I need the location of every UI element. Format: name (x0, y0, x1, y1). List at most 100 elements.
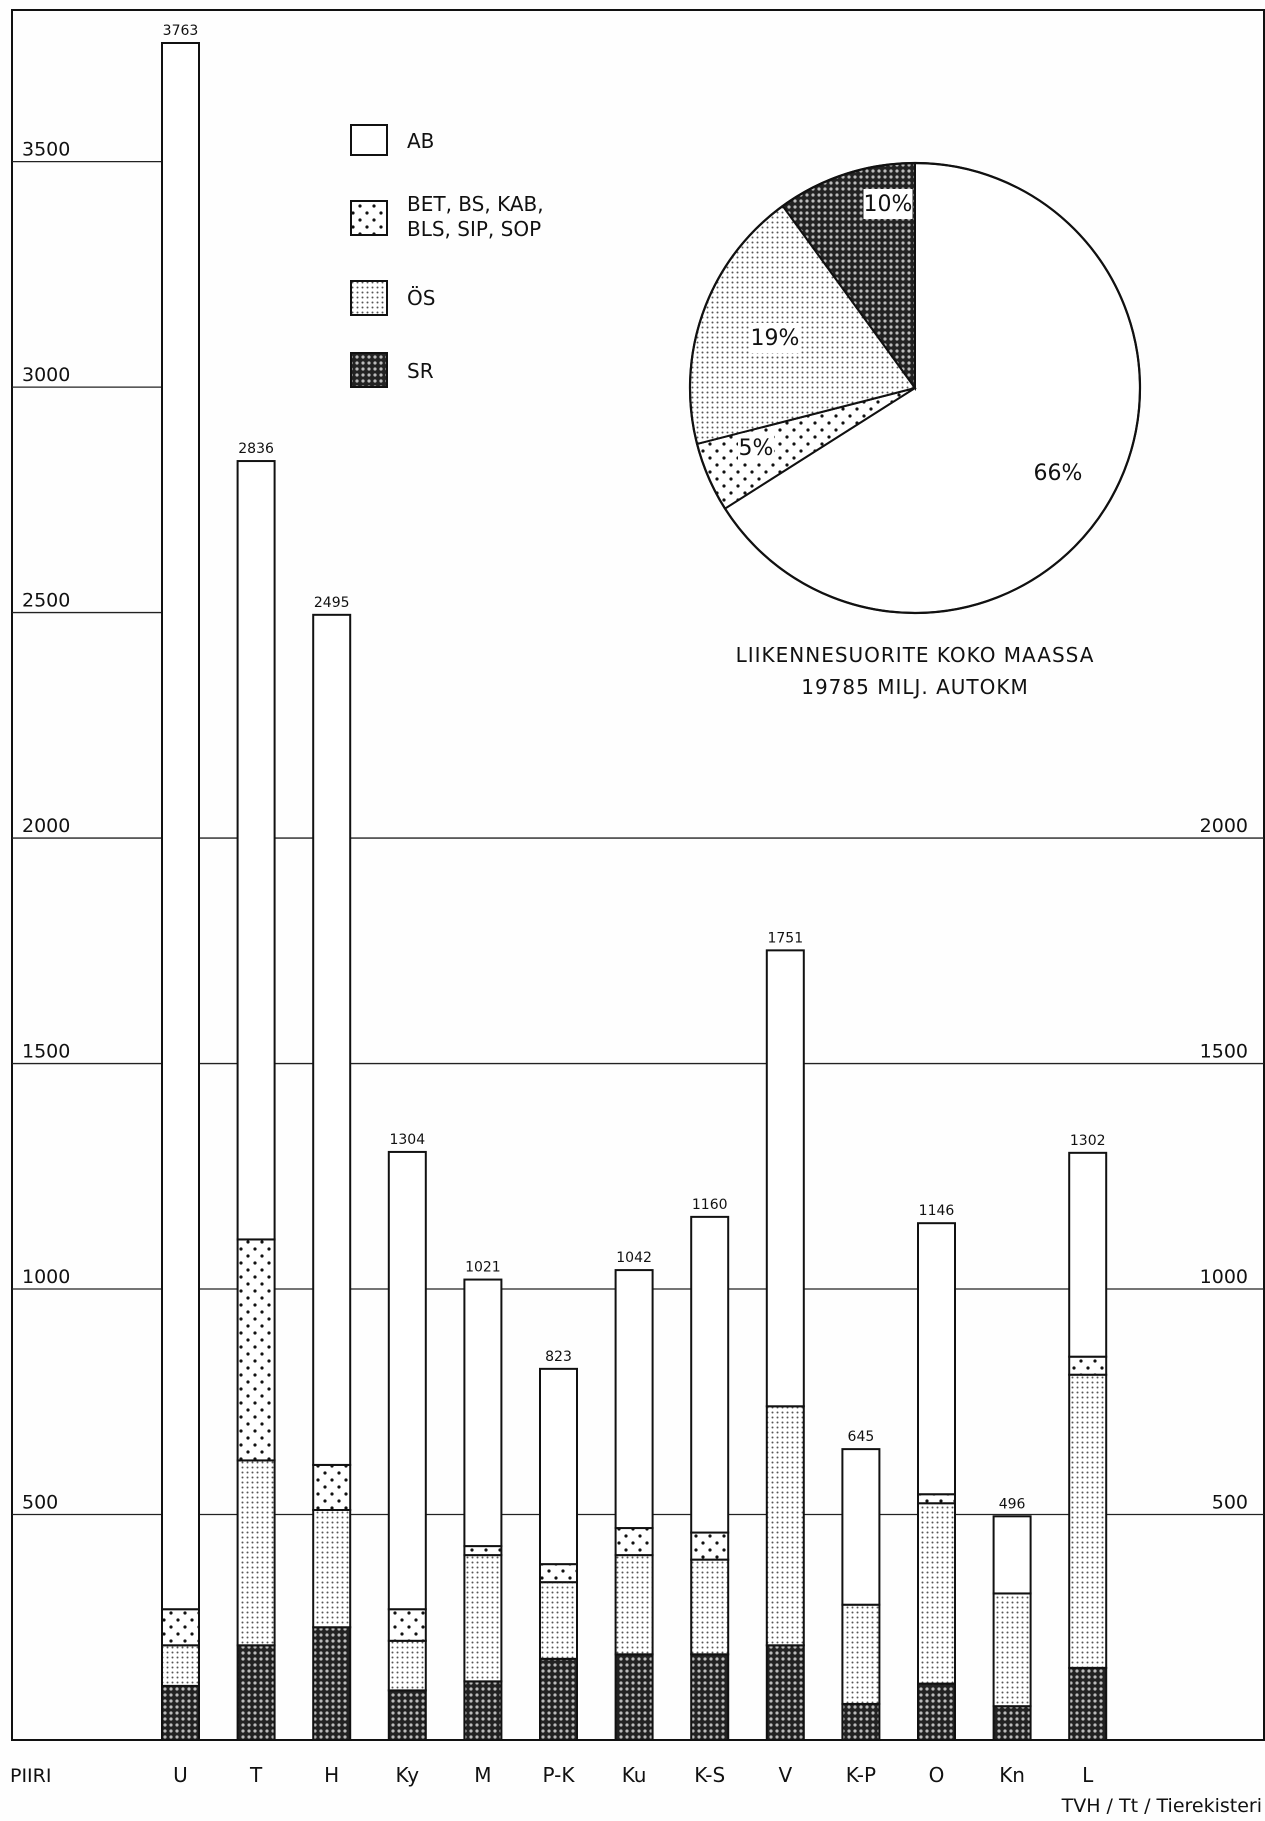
bar-m-ab (463, 1278, 503, 1548)
x-tick-o: O (929, 1763, 945, 1787)
total-label-k-s: 1160 (692, 1197, 728, 1213)
total-label-o: 1146 (919, 1203, 955, 1219)
bars-group (161, 42, 1108, 1742)
pie-label-bg-s (750, 323, 800, 353)
total-labels: 3763 2836 2495 1304 1021 823 1042 1160 1751 645 11… (163, 23, 1106, 1512)
bar-m-bet-bs-kab-bls-sip-sop (463, 1545, 503, 1557)
bar-u-bet-bs-kab-bls-sip-sop (161, 1608, 200, 1647)
bar-l-s (1068, 1373, 1108, 1669)
x-tick-labels: U T H Ky M P-K Ku K-S V K-P O Kn L (173, 1763, 1094, 1787)
bar-ku-ab (614, 1269, 654, 1530)
bar-l-sr (1068, 1666, 1108, 1742)
bar-ky-sr (387, 1689, 427, 1742)
y-tick-left-1000: 1000 (22, 1266, 70, 1288)
x-tick-v: V (778, 1763, 792, 1787)
bar-ky-ab (387, 1150, 427, 1611)
y-tick-left-2500: 2500 (22, 590, 70, 612)
bar-p-k-ab (539, 1367, 578, 1566)
bar-h-s (312, 1509, 352, 1629)
bar-ku-s (614, 1554, 654, 1656)
bar-u-sr (161, 1684, 200, 1741)
bar-m-s (463, 1554, 503, 1683)
bar-l-bet-bs-kab-bls-sip-sop (1068, 1355, 1108, 1376)
legend-swatch-bet (350, 200, 388, 236)
bar-ky-s (387, 1639, 427, 1692)
total-label-p-k: 823 (545, 1349, 572, 1365)
x-tick-u: U (173, 1763, 188, 1787)
bar-l-ab (1068, 1151, 1108, 1358)
legend: AB BET, BS, KAB, BLS, SIP, SOP ÖS SR (350, 124, 550, 388)
x-tick-k-s: K-S (694, 1763, 725, 1787)
bar-o-ab (917, 1222, 956, 1496)
total-label-ku: 1042 (616, 1250, 652, 1266)
bar-t-bet-bs-kab-bls-sip-sop (236, 1238, 276, 1462)
bar-k-s-bet-bs-kab-bls-sip-sop (690, 1531, 730, 1561)
y-tick-left-500: 500 (22, 1492, 58, 1514)
credit-text: TVH / Tt / Tierekisteri (1061, 1795, 1262, 1817)
legend-label-sr: SR (407, 359, 434, 383)
y-tick-right-2000: 2000 (1200, 815, 1248, 837)
x-tick-ky: Ky (396, 1763, 420, 1787)
bar-o-sr (917, 1682, 956, 1742)
total-label-m: 1021 (465, 1260, 501, 1276)
legend-swatch-sr (350, 352, 388, 388)
bar-o-bet-bs-kab-bls-sip-sop (917, 1493, 956, 1505)
pie-title-line-2: 19785 MILJ. AUTOKM (801, 675, 1029, 699)
pie-label-ab: 66% (1034, 461, 1083, 486)
bar-v-sr (765, 1644, 805, 1741)
bar-h-sr (312, 1626, 352, 1741)
x-tick-l: L (1082, 1763, 1094, 1787)
x-tick-p-k: P-K (543, 1763, 576, 1787)
x-tick-ku: Ku (622, 1763, 647, 1787)
pie-label-sr: 10% (864, 192, 913, 217)
total-label-u: 3763 (163, 23, 199, 39)
x-tick-k-p: K-P (846, 1763, 876, 1787)
total-label-kn: 496 (999, 1496, 1026, 1512)
legend-swatch-os (350, 280, 388, 316)
bar-k-p-sr (841, 1702, 881, 1741)
pie-label-bg-bet-bs-kab-bls-sip-sop (738, 433, 774, 463)
total-label-v: 1751 (767, 930, 803, 946)
y-tick-right-500: 500 (1212, 1492, 1248, 1514)
total-label-h: 2495 (314, 595, 350, 611)
legend-label-ab: AB (407, 129, 434, 153)
x-tick-h: H (324, 1763, 339, 1787)
bar-kn-ab (992, 1515, 1032, 1595)
x-tick-t: T (249, 1763, 263, 1787)
bar-o-s (917, 1502, 956, 1685)
bar-ku-sr (614, 1653, 654, 1741)
bar-h-ab (312, 613, 352, 1466)
pie-label-bet-bs-kab-bls-sip-sop: 5% (739, 436, 774, 461)
gridlines: 500 1000 1500 2000 2500 3000 3500 500 1000 1500 20… (12, 139, 1264, 1516)
bar-ku-bet-bs-kab-bls-sip-sop (614, 1527, 654, 1557)
bar-t-s (236, 1459, 276, 1647)
bar-k-s-ab (690, 1215, 730, 1534)
x-tick-kn: Kn (999, 1763, 1025, 1787)
bar-p-k-bet-bs-kab-bls-sip-sop (539, 1563, 578, 1584)
bar-u-s (161, 1644, 200, 1687)
bar-t-sr (236, 1644, 276, 1741)
pie-outline (688, 161, 1142, 615)
bar-p-k-s (539, 1581, 578, 1660)
x-axis-label: PIIRI (10, 1765, 51, 1787)
legend-label-os: ÖS (407, 286, 435, 310)
pie-chart: 66% 5% 19% 10% (688, 161, 1142, 615)
legend-swatch-ab (350, 124, 388, 156)
y-tick-right-1500: 1500 (1200, 1041, 1248, 1063)
x-tick-m: M (474, 1763, 491, 1787)
bar-h-bet-bs-kab-bls-sip-sop (312, 1463, 352, 1512)
total-label-l: 1302 (1070, 1133, 1106, 1149)
total-label-k-p: 645 (848, 1429, 875, 1445)
bar-m-sr (463, 1680, 503, 1741)
bar-kn-s (992, 1592, 1032, 1708)
bar-t-ab (236, 460, 276, 1241)
legend-label-bet: BET, BS, KAB, BLS, SIP, SOP (407, 192, 550, 241)
pie-title-line-1: LIIKENNESUORITE KOKO MAASSA (736, 643, 1095, 667)
bar-k-s-s (690, 1558, 730, 1656)
bar-ky-bet-bs-kab-bls-sip-sop (387, 1608, 427, 1642)
pie-label-bg-sr (863, 189, 913, 219)
bar-k-p-s (841, 1603, 881, 1705)
pie-label-s: 19% (751, 326, 800, 351)
y-tick-left-3000: 3000 (22, 364, 70, 386)
